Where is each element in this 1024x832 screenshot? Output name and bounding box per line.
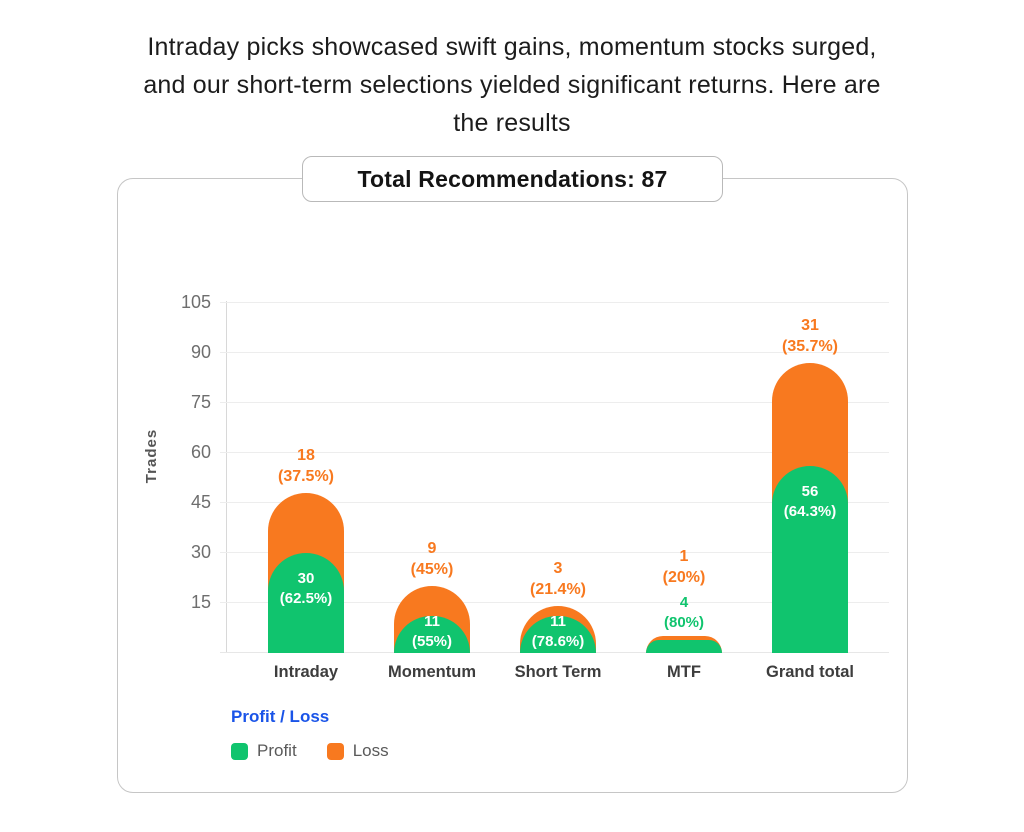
label-loss-grand-total-percent: (35.7%) <box>781 338 839 355</box>
label-profit-intraday: 30 (62.5%) <box>241 569 371 608</box>
label-profit-momentum-percent: (55%) <box>411 632 452 650</box>
y-tick-label-105: 105 <box>180 292 211 312</box>
x-label-intraday: Intraday <box>273 663 339 681</box>
gridline-60 <box>220 452 889 453</box>
gridline-45 <box>220 502 889 503</box>
label-profit-short-term-percent: (78.6%) <box>531 632 585 650</box>
x-label-short-term: Short Term <box>514 663 602 681</box>
label-profit-mtf-value: 4 <box>679 594 689 612</box>
label-loss-grand-total: 31 (35.7%) <box>745 315 875 357</box>
legend-item-loss: Loss <box>326 741 389 761</box>
label-profit-mtf: 4 (80%) <box>619 593 749 632</box>
bar-profit-mtf <box>646 639 722 653</box>
label-loss-short-term-percent: (21.4%) <box>529 581 587 599</box>
legend-title: Profit / Loss <box>231 707 330 726</box>
bar-group-momentum: 11 (55%) 9 (45%) <box>367 297 497 653</box>
bar-group-intraday: 30 (62.5%) 18 (37.5%) <box>241 297 371 653</box>
gridline-15 <box>220 602 889 603</box>
page-heading: Intraday picks showcased swift gains, mo… <box>143 33 881 137</box>
legend-item-profit: Profit <box>231 741 297 761</box>
legend-items: Profit Loss <box>231 741 389 761</box>
total-recommendations-badge: Total Recommendations: 87 <box>302 156 723 202</box>
y-tick-label-30: 30 <box>190 542 211 562</box>
label-loss-grand-total-value: 31 <box>801 317 819 334</box>
label-loss-short-term: 3 (21.4%) <box>493 558 623 600</box>
y-tick-label-15: 15 <box>190 592 211 612</box>
bar-profit-intraday <box>268 553 344 653</box>
label-loss-momentum-value: 9 <box>427 540 437 558</box>
label-profit-short-term-value: 11 <box>550 613 566 630</box>
label-loss-intraday-value: 18 <box>297 447 315 464</box>
label-profit-grand-total: 56 (64.3%) <box>745 482 875 521</box>
bar-group-mtf: 4 (80%) 1 (20%) <box>619 297 749 653</box>
x-label-mtf: MTF <box>667 663 701 681</box>
plot-area: 30 (62.5%) 18 (37.5%) 11 (55%) 9 (45%) 11 (78.6%)… <box>220 297 889 653</box>
chart-card: Trades 30 (62.5%) 18 (37.5%) 11 (55%) 9 (45%) 11… <box>117 178 908 793</box>
y-tick-label-90: 90 <box>190 342 211 362</box>
gridline-75 <box>220 402 889 403</box>
label-profit-mtf-percent: (80%) <box>663 613 704 631</box>
bar-group-grand-total: 56 (64.3%) 31 (35.7%) <box>745 297 875 653</box>
x-label-momentum: Momentum <box>388 663 476 681</box>
legend-label-profit: Profit <box>257 741 297 760</box>
label-profit-intraday-percent: (62.5%) <box>279 589 333 607</box>
legend-swatch-loss <box>326 742 344 760</box>
label-profit-grand-total-value: 56 <box>801 483 819 501</box>
y-tick-label-60: 60 <box>190 442 211 462</box>
label-loss-short-term-value: 3 <box>553 560 563 578</box>
bar-profit-grand-total <box>772 466 848 653</box>
x-label-grand-total: Grand total <box>765 663 854 681</box>
label-profit-short-term: 11 (78.6%) <box>493 612 623 651</box>
label-loss-mtf: 1 (20%) <box>619 546 749 588</box>
label-profit-intraday-value: 30 <box>297 570 315 587</box>
y-axis-line <box>226 301 227 653</box>
y-tick-label-75: 75 <box>190 392 211 412</box>
legend-label-loss: Loss <box>352 741 389 760</box>
total-recommendations-label: Total Recommendations: 87 <box>357 165 668 192</box>
legend-swatch-profit <box>231 742 248 760</box>
chart-legend: Profit / Loss Profit Loss <box>231 707 389 761</box>
y-tick-label-45: 45 <box>190 492 211 512</box>
label-loss-momentum: 9 (45%) <box>367 538 497 580</box>
bar-group-short-term: 11 (78.6%) 3 (21.4%) <box>493 297 623 653</box>
label-profit-grand-total-percent: (64.3%) <box>783 502 837 520</box>
gridline-30 <box>220 552 889 553</box>
label-profit-momentum: 11 (55%) <box>367 612 497 651</box>
gridline-105 <box>220 302 889 303</box>
label-loss-momentum-percent: (45%) <box>410 561 454 579</box>
label-loss-mtf-value: 1 <box>679 548 689 566</box>
label-loss-mtf-percent: (20%) <box>662 569 706 587</box>
label-profit-momentum-value: 11 <box>424 613 440 630</box>
label-loss-intraday: 18 (37.5%) <box>241 445 371 487</box>
gridline-90 <box>220 352 889 353</box>
label-loss-intraday-percent: (37.5%) <box>277 468 335 485</box>
